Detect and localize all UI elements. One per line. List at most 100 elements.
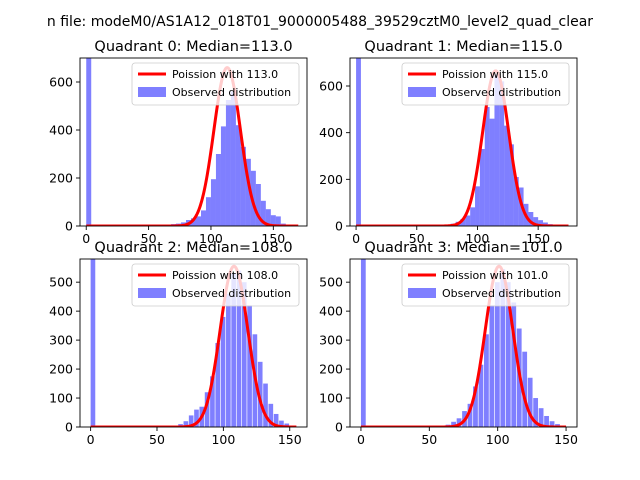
y-tick-label: 200 [319,362,343,377]
histogram-bar [484,107,490,226]
x-tick-label: 150 [526,231,550,246]
y-tick-label: 0 [65,219,73,234]
plot-area [85,58,300,226]
histogram-bar [270,215,276,226]
histogram-bar [194,409,199,427]
histogram-bar [499,81,505,226]
x-tick-label: 50 [149,432,165,447]
histogram-bar [236,270,242,427]
legend-box [401,62,570,106]
legend-box [131,62,300,106]
y-tick-label: 200 [49,362,73,377]
histogram-bar [356,58,361,226]
histogram-bar [204,392,210,427]
histogram-bar [200,210,206,226]
legend-box [131,263,300,307]
plot-area [89,259,298,427]
histogram-bar [513,177,519,226]
y-tick-label: 500 [49,275,73,290]
histogram-bar [527,377,533,427]
x-tick-label: 0 [357,432,365,447]
legend-label-observed: Observed distribution [172,287,291,300]
x-tick-label: 50 [421,432,437,447]
legend-label-observed: Observed distribution [442,86,561,99]
poisson-curve [85,66,300,226]
quadrant-0-panel: Quadrant 0: Median=113.0 0 50 100 150 0 200 400… [49,39,308,246]
panel-title: Quadrant 3: Median=101.0 [364,240,562,256]
x-tick-label: 100 [486,432,510,447]
histogram-bar [504,125,510,226]
histogram-bar [473,386,478,427]
y-tick-label: 0 [65,420,73,435]
histogram-bar [255,184,261,226]
quadrant-1-panel: Quadrant 1: Median=115.0 0 50 100 150 0 200 400… [319,39,578,246]
histogram-bar [494,282,500,427]
x-tick-label: 150 [278,432,302,447]
y-tick-label: 600 [319,79,343,94]
histogram-bar [245,158,251,226]
histogram-bar [191,218,196,226]
histogram-bar [225,100,231,226]
poisson-curve [89,264,298,427]
y-tick-label: 400 [319,304,343,319]
histogram-bar [241,282,247,427]
histogram-bar [284,423,290,427]
axes-frame [349,57,578,227]
y-tick-label: 400 [49,304,73,319]
histogram-bar [538,408,544,427]
histogram-bar [265,209,271,226]
histogram-bar [533,217,539,226]
legend-label-poisson: Poission with 108.0 [172,269,278,282]
legend-patch-swatch [408,288,436,298]
y-tick-label: 100 [49,391,73,406]
y-tick-label: 300 [49,333,73,348]
x-tick-label: 0 [82,231,90,246]
legend-patch-swatch [138,87,166,97]
histogram-bar [475,186,480,226]
histogram-bar [528,212,534,226]
quadrant-3-panel: Quadrant 3: Median=101.0 0 50 100 150 0 100 200… [319,240,578,447]
histogram-bar [494,74,500,226]
x-tick-label: 100 [199,231,223,246]
histogram-bar [511,302,517,427]
histogram-bar [210,179,216,226]
histogram-bar [465,215,471,226]
histogram-bar [478,364,484,427]
plot-area [355,58,570,226]
histogram-bar [260,200,266,226]
histogram-bar [215,343,221,427]
x-tick-label: 0 [352,231,360,246]
x-tick-label: 50 [409,231,425,246]
legend-label-observed: Observed distribution [442,287,561,300]
histogram-bar [188,415,194,427]
x-tick-label: 150 [261,231,285,246]
histogram-bar [549,421,555,427]
histogram-bar [235,125,241,226]
y-tick-label: 0 [335,420,343,435]
panel-title: Quadrant 1: Median=115.0 [364,39,562,55]
panel-title: Quadrant 2: Median=108.0 [94,240,292,256]
y-tick-label: 0 [335,219,343,234]
histogram-bar [538,220,544,226]
y-tick-label: 200 [49,171,73,186]
histogram-bar [195,216,201,226]
histogram-bar [509,144,514,226]
histogram-bar [543,222,548,226]
histogram-bar [460,219,466,226]
quadrant-2-panel: Quadrant 2: Median=108.0 0 50 100 150 0 100 200… [49,240,308,447]
legend-label-poisson: Poission with 115.0 [442,68,548,81]
histogram-bar [479,149,485,226]
histogram-bar [279,420,284,427]
histogram-bar [205,197,211,226]
histogram-bar [231,273,236,427]
x-tick-label: 50 [141,231,157,246]
histogram-bar [247,305,252,427]
histogram-bar [230,91,236,226]
histogram-bar [220,126,226,226]
y-tick-label: 100 [319,391,343,406]
histogram-bar [505,282,511,427]
x-tick-label: 0 [87,432,95,447]
histogram-bar [86,58,92,226]
histogram-bar [467,403,473,427]
